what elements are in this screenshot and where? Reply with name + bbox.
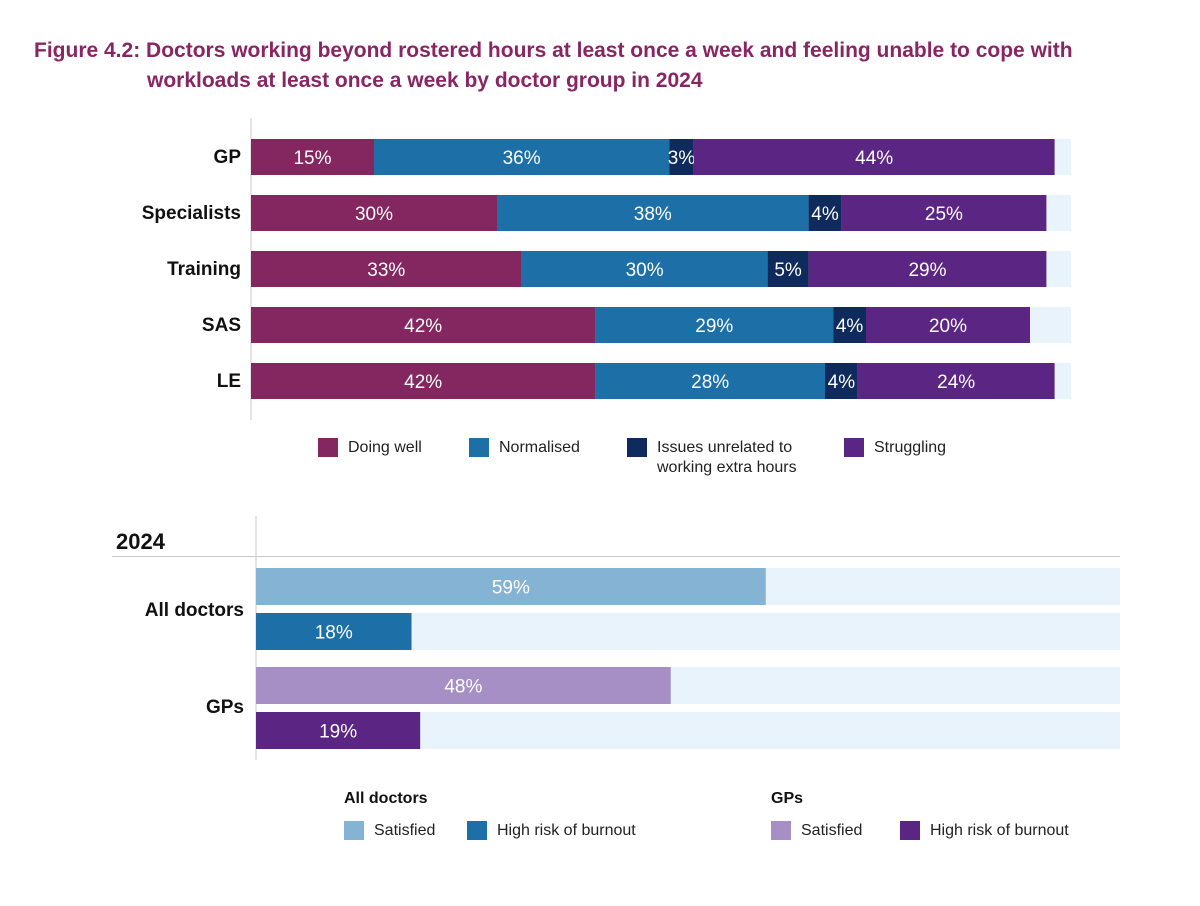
legend-swatch-normalised — [469, 438, 489, 457]
data-label-issues-unrelated-to-working-extra-hours-le: 4% — [828, 372, 856, 393]
bar-doing-well-specialists — [251, 195, 497, 231]
data-label-issues-unrelated-to-working-extra-hours-sas: 4% — [836, 316, 864, 337]
data-label-normalised-le: 28% — [691, 372, 729, 393]
data-label-normalised-sas: 29% — [695, 316, 733, 337]
legend-label-all-satisfied: Satisfied — [374, 822, 436, 839]
legend-label-normalised: Normalised — [499, 439, 580, 456]
category-label-sas: SAS — [202, 315, 241, 336]
legend-label-doing-well: Doing well — [348, 439, 422, 456]
legend-item-issues: Issues unrelated to working extra hours — [627, 438, 797, 478]
data-label-issues-unrelated-to-working-extra-hours-training: 5% — [774, 260, 802, 281]
bar-doing-well-training — [251, 251, 522, 287]
bar-gps-high-risk-of-burnout — [256, 712, 421, 749]
bar-gps-satisfied — [256, 667, 671, 704]
figure-title-line2: workloads at least once a week by doctor… — [147, 69, 703, 92]
category-label-gp: GP — [214, 147, 242, 168]
category-label-training: Training — [167, 259, 241, 280]
bar-doing-well-gp — [251, 139, 374, 175]
legend-item-gp-satisfied: Satisfied — [771, 821, 862, 841]
legend-item-normalised: Normalised — [469, 438, 580, 458]
bar-normalised-sas — [595, 307, 834, 343]
data-label-normalised-specialists: 38% — [634, 204, 672, 225]
bar-struggling-specialists — [841, 195, 1047, 231]
category-label-le: LE — [217, 371, 241, 392]
chart-year-title: 2024 — [116, 529, 166, 554]
data-label-struggling-le: 24% — [937, 372, 975, 393]
bar-struggling-le — [857, 363, 1055, 399]
legend-label-all-burnout: High risk of burnout — [497, 822, 636, 839]
bar-struggling-training — [808, 251, 1047, 287]
data-label-struggling-specialists: 25% — [925, 204, 963, 225]
bar-struggling-gp — [693, 139, 1055, 175]
legend-swatch-all-satisfied — [344, 821, 364, 840]
legend-swatch-doing-well — [318, 438, 338, 457]
legend-label-issues-line1: Issues unrelated to — [657, 439, 793, 456]
bar-all-doctors-satisfied — [256, 568, 766, 605]
bar-issues-unrelated-to-working-extra-hours-sas — [833, 307, 866, 343]
bar-normalised-specialists — [497, 195, 809, 231]
legend-label-gp-burnout: High risk of burnout — [930, 822, 1069, 839]
legend-item-struggling: Struggling — [844, 438, 946, 458]
data-label-doing-well-le: 42% — [404, 372, 442, 393]
bar-normalised-gp — [374, 139, 670, 175]
bar-normalised-training — [521, 251, 768, 287]
legend-label-gp-satisfied: Satisfied — [801, 822, 863, 839]
data-label-gps-satisfied: 48% — [444, 677, 482, 698]
data-label-struggling-training: 29% — [908, 260, 946, 281]
data-label-doing-well-sas: 42% — [404, 316, 442, 337]
group-label-gps: GPs — [206, 697, 244, 718]
stacked-bar-chart: GP 15% 36% 3% 44% Specialists 30% 38% 4% 25% Train… — [142, 118, 1071, 420]
bar-struggling-sas — [866, 307, 1030, 343]
category-label-specialists: Specialists — [142, 203, 241, 224]
data-label-all-doctors-satisfied: 59% — [492, 578, 530, 599]
bar-issues-unrelated-to-working-extra-hours-gp — [669, 139, 694, 175]
data-label-issues-unrelated-to-working-extra-hours-specialists: 4% — [811, 204, 839, 225]
data-label-struggling-gp: 44% — [855, 148, 893, 169]
data-label-all-doctors-high-risk-of-burnout: 18% — [315, 623, 353, 644]
bar-issues-unrelated-to-working-extra-hours-le — [825, 363, 858, 399]
legend-swatch-gp-burnout — [900, 821, 920, 840]
legend-item-gp-burnout: High risk of burnout — [900, 821, 1069, 841]
legend-label-struggling: Struggling — [874, 439, 947, 456]
group-label-all-doctors: All doctors — [145, 600, 244, 621]
bar-doing-well-le — [251, 363, 596, 399]
data-label-normalised-training: 30% — [626, 260, 664, 281]
legend-heading-all-doctors: All doctors — [344, 790, 428, 807]
legend-label-issues-line2: working extra hours — [657, 459, 797, 476]
legend-label-issues: Issues unrelated to working extra hours — [657, 438, 797, 478]
legend-heading-gps: GPs — [771, 790, 804, 807]
legend-item-doing-well: Doing well — [318, 438, 422, 458]
figure-title: Figure 4.2: Doctors working beyond roste… — [34, 36, 1174, 96]
data-label-normalised-gp: 36% — [503, 148, 541, 169]
figure-title-prefix: Figure 4.2: — [34, 39, 141, 62]
data-label-doing-well-training: 33% — [367, 260, 405, 281]
figure-title-line1: Doctors working beyond rostered hours at… — [146, 39, 1073, 62]
legend-swatch-issues — [627, 438, 647, 457]
bar-issues-unrelated-to-working-extra-hours-specialists — [808, 195, 842, 231]
bar-normalised-le — [595, 363, 825, 399]
legend-swatch-struggling — [844, 438, 864, 457]
legend-swatch-all-burnout — [467, 821, 487, 840]
data-label-doing-well-specialists: 30% — [355, 204, 393, 225]
bar-issues-unrelated-to-working-extra-hours-training — [767, 251, 809, 287]
data-label-doing-well-gp: 15% — [293, 148, 331, 169]
bar-doing-well-sas — [251, 307, 596, 343]
data-label-gps-high-risk-of-burnout: 19% — [319, 722, 357, 743]
legend-swatch-gp-satisfied — [771, 821, 791, 840]
data-label-struggling-sas: 20% — [929, 316, 967, 337]
legend-item-all-satisfied: Satisfied — [344, 821, 435, 841]
bar-all-doctors-high-risk-of-burnout — [256, 613, 412, 650]
data-label-issues-unrelated-to-working-extra-hours-gp: 3% — [668, 148, 696, 169]
legend-item-all-burnout: High risk of burnout — [467, 821, 636, 841]
